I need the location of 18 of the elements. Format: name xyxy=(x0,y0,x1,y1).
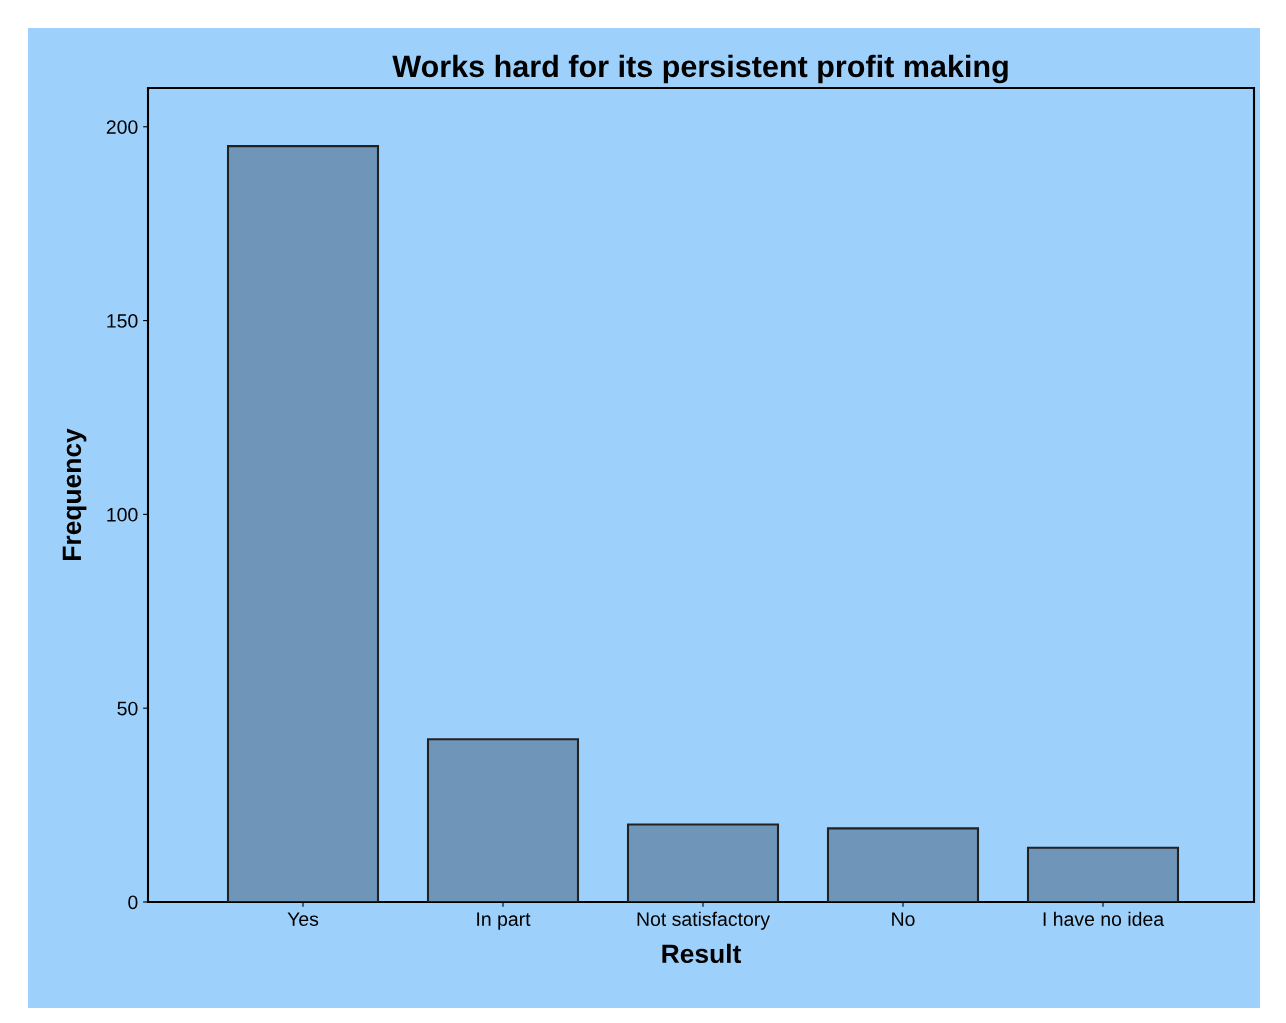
y-axis-title: Frequency xyxy=(62,428,87,560)
bar xyxy=(1026,846,1180,902)
x-tick-label: No xyxy=(892,912,915,926)
y-tick-label: 200 xyxy=(106,120,138,134)
x-tick-label: Not satisfactory xyxy=(637,911,770,930)
y-tick-label: 100 xyxy=(107,507,138,522)
bar xyxy=(826,827,980,902)
bar xyxy=(426,738,580,902)
bar xyxy=(226,145,380,902)
x-tick-label: Yes xyxy=(287,912,319,926)
chart-title: Works hard for its persistent profit making xyxy=(392,54,1008,84)
y-tick-label: 150 xyxy=(107,314,138,328)
x-tick-label: In part xyxy=(477,912,531,930)
y-tick-label: 50 xyxy=(117,701,138,716)
bar xyxy=(626,823,780,902)
y-tick-label: 0 xyxy=(128,895,138,910)
x-tick-label: I have no idea xyxy=(1043,911,1165,926)
x-axis-title: Result xyxy=(662,943,741,964)
